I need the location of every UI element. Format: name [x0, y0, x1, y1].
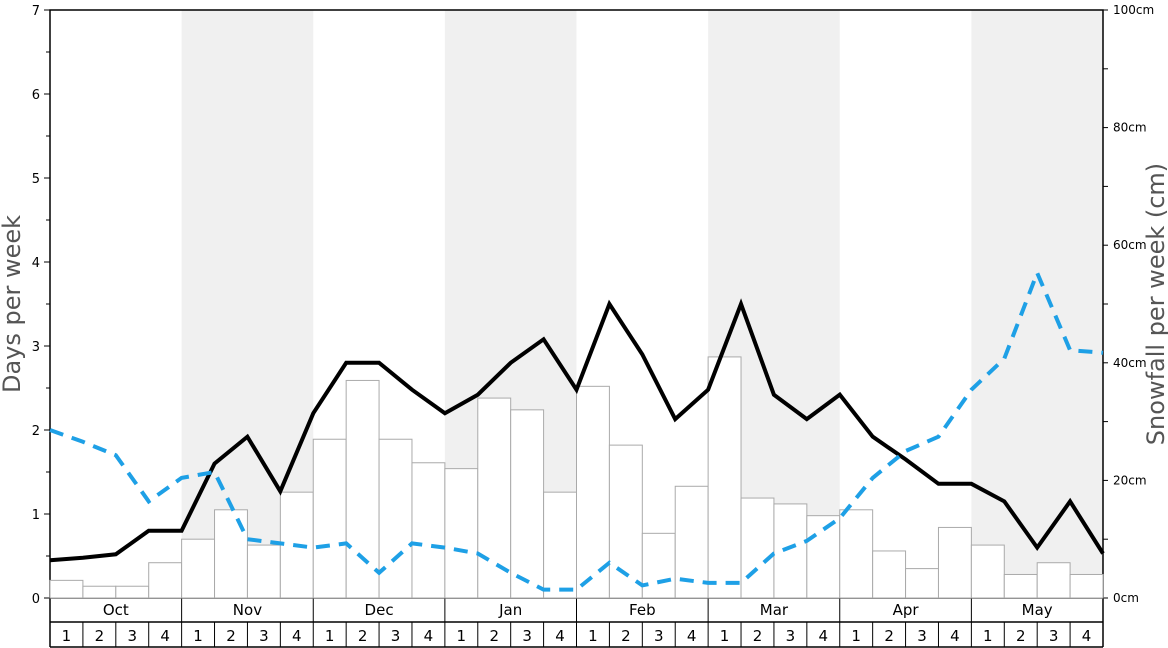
month-label-apr: Apr	[893, 601, 920, 619]
solid-series-line	[49, 298, 1105, 563]
snowfall-bars	[49, 356, 1104, 599]
snowfall-bar	[49, 579, 84, 599]
left-tick-label: 4	[32, 256, 40, 271]
right-tick-label: 20cm	[1113, 473, 1147, 487]
snowfall-bar	[181, 538, 216, 599]
month-label-may: May	[1022, 601, 1053, 619]
snowfall-bar	[378, 438, 413, 599]
week-label: 2	[95, 627, 105, 645]
week-label: 3	[786, 627, 796, 645]
left-tick-label: 1	[32, 508, 40, 523]
left-tick-label: 2	[32, 424, 40, 439]
month-label-nov: Nov	[233, 601, 262, 619]
snowfall-bar	[1069, 573, 1104, 599]
snowfall-bar	[477, 397, 512, 599]
right-tick-label: 60cm	[1113, 238, 1147, 252]
snowfall-bar	[773, 503, 808, 599]
snowfall-bar	[148, 562, 183, 599]
snowfall-bar	[82, 585, 117, 599]
axis-labels: 0 1 2 3 4 5 6 7 0cm 20cm 40cm 60cm 80cm 100cm Oct 1 2 3 4 N…	[32, 3, 1154, 645]
week-label: 2	[753, 627, 763, 645]
week-label: 3	[1049, 627, 1059, 645]
week-label: 1	[457, 627, 467, 645]
snowfall-bar	[970, 544, 1005, 599]
snowfall-bar	[641, 532, 676, 599]
month-shade-may	[971, 10, 1103, 598]
week-label: 1	[588, 627, 598, 645]
snowfall-bar	[345, 379, 380, 599]
week-label: 4	[160, 627, 170, 645]
snowfall-bar	[707, 356, 742, 599]
snowfall-bar	[839, 509, 874, 599]
week-label: 3	[522, 627, 532, 645]
week-label: 2	[489, 627, 499, 645]
week-label: 4	[950, 627, 960, 645]
week-label: 3	[127, 627, 137, 645]
snowfall-bar	[246, 544, 281, 599]
right-tick-label: 100cm	[1113, 3, 1154, 17]
left-tick-label: 6	[32, 88, 40, 103]
week-label: 3	[917, 627, 927, 645]
snowfall-bar	[312, 438, 347, 599]
week-label: 2	[884, 627, 894, 645]
week-label: 4	[424, 627, 434, 645]
month-label-mar: Mar	[760, 601, 789, 619]
week-label: 3	[391, 627, 401, 645]
week-label: 2	[226, 627, 236, 645]
snowfall-bar	[1036, 562, 1071, 599]
snowfall-bar	[411, 462, 446, 599]
right-axis-title: Snowfall per week (cm)	[1142, 163, 1168, 445]
week-label: 4	[1082, 627, 1092, 645]
snowfall-bar	[543, 491, 577, 599]
dashed-series-line	[49, 267, 1104, 592]
snowfall-bar	[905, 568, 939, 599]
week-label: 1	[325, 627, 335, 645]
month-label-oct: Oct	[103, 601, 129, 619]
snowfall-bar	[214, 509, 248, 599]
week-label: 2	[1016, 627, 1026, 645]
right-tick-label: 80cm	[1113, 121, 1147, 135]
snowfall-bar	[444, 468, 479, 599]
week-label: 3	[654, 627, 664, 645]
week-label: 1	[193, 627, 203, 645]
left-tick-label: 7	[32, 4, 40, 19]
left-axis-title: Days per week	[0, 215, 26, 393]
week-label: 4	[555, 627, 565, 645]
week-label: 1	[62, 627, 72, 645]
snowfall-bar	[1003, 573, 1038, 599]
week-label: 4	[687, 627, 697, 645]
left-tick-label: 5	[32, 172, 40, 187]
week-label: 4	[292, 627, 302, 645]
month-label-jan: Jan	[498, 601, 522, 619]
snowfall-bar	[115, 585, 150, 599]
day-lines	[49, 267, 1105, 592]
snowfall-bar	[510, 409, 545, 599]
week-label: 1	[851, 627, 861, 645]
snowfall-bar	[937, 526, 972, 599]
week-label: 1	[983, 627, 993, 645]
month-label-dec: Dec	[365, 601, 394, 619]
week-label: 2	[358, 627, 368, 645]
right-tick-label: 40cm	[1113, 356, 1147, 370]
week-label: 4	[819, 627, 829, 645]
week-label: 2	[621, 627, 631, 645]
week-label: 1	[720, 627, 730, 645]
left-tick-label: 0	[32, 592, 40, 607]
left-tick-label: 3	[32, 340, 40, 355]
right-tick-label: 0cm	[1113, 591, 1139, 605]
month-shading	[181, 10, 1103, 598]
month-label-feb: Feb	[629, 601, 656, 619]
week-label: 3	[259, 627, 269, 645]
snowfall-bar	[740, 497, 775, 599]
snowfall-bar	[872, 550, 907, 599]
